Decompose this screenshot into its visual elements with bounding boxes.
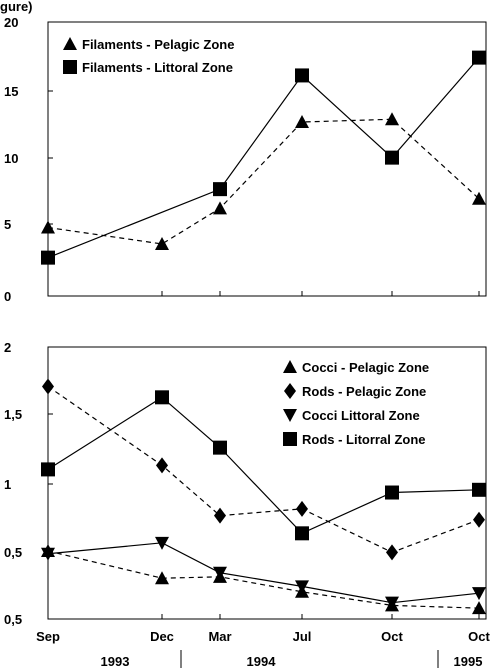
chart1-ytick-label-3: 15 (4, 84, 18, 99)
chart2-legend-marker-2 (283, 409, 297, 422)
chart2-legend-label-3: Rods - Litorral Zone (302, 432, 426, 447)
chart2-series (41, 378, 486, 615)
year-label-0: 1993 (101, 654, 130, 669)
x-tick-label-4: Oct (381, 629, 403, 644)
chart1-series-0-point-4 (385, 112, 399, 126)
chart2-series-2-point-2 (213, 566, 227, 580)
chart2-series-3-point-3 (295, 526, 309, 541)
chart2-legend: Cocci - Pelagic Zone Rods - Pelagic Zone C… (283, 360, 429, 447)
chart1-legend-marker-1 (63, 60, 77, 74)
chart1-series-0-point-0 (41, 220, 55, 234)
chart2-series-1-point-0 (42, 378, 54, 395)
chart2-series-2-point-3 (295, 580, 309, 594)
chart2-ytick-label-1: 0,5 (4, 545, 22, 560)
chart2-series-1-point-2 (214, 507, 226, 524)
chart2-y-axis: 0,5 0,5 1 1,5 2 (4, 340, 480, 627)
chart1-series-1-point-4 (385, 150, 399, 165)
chart2-series-3-point-0 (41, 462, 55, 477)
chart1-ytick-label-4: 20 (4, 15, 18, 30)
chart2-series-3-point-5 (472, 482, 486, 497)
chart2-series-1-line (47, 385, 480, 554)
chart2-series-3-line (47, 396, 480, 535)
chart2-ytick-label-3: 1,5 (4, 407, 22, 422)
chart1-series-1-point-5 (472, 50, 486, 65)
chart2-legend-marker-3 (283, 432, 297, 446)
chart1-frame (47, 21, 487, 297)
chart1-series-0-point-2 (213, 201, 227, 215)
chart2-series-3-point-2 (213, 440, 227, 455)
chart1-series-1-point-3 (295, 68, 309, 83)
x-tick-label-5: Oct (468, 629, 490, 644)
chart2-legend-marker-0 (283, 360, 297, 373)
chart1-legend-marker-0 (63, 37, 77, 50)
chart2-ytick-label-2: 1 (4, 477, 11, 492)
chart2-series-0-point-5 (472, 601, 486, 615)
chart1-legend-label-0: Filaments - Pelagic Zone (82, 37, 234, 52)
header-fragment: gure) (0, 0, 33, 14)
chart2-legend-label-2: Cocci Littoral Zone (302, 408, 420, 423)
x-tick-label-0: Sep (36, 629, 60, 644)
chart1-legend: Filaments - Pelagic Zone Filaments - Litt… (63, 37, 234, 75)
chart2-series-0-line (47, 550, 480, 609)
chart2-series-0-point-1 (155, 571, 169, 585)
chart1-series-0-point-1 (155, 236, 169, 250)
chart1-y-axis: 0 5 10 15 20 (4, 15, 480, 304)
x-tick-label-1: Dec (150, 629, 174, 644)
chart2-legend-marker-1 (284, 383, 296, 399)
chart2-series-2-point-5 (472, 587, 486, 601)
chart2-series-1-point-1 (156, 457, 168, 474)
chart1-series-1-line (47, 57, 480, 259)
chart2-series-2-point-1 (155, 536, 169, 550)
chart2-series-2-line (47, 542, 480, 604)
chart2-series-2-point-0 (41, 547, 55, 561)
year-label-2: 1995 (454, 654, 483, 669)
chart1-series-1-point-2 (213, 182, 227, 197)
chart1-series-0-line (47, 118, 480, 245)
x-tick-label-3: Jul (293, 629, 312, 644)
chart2-ytick-label-0: 0,5 (4, 612, 22, 627)
chart1-legend-label-1: Filaments - Littoral Zone (82, 60, 233, 75)
chart2-legend-label-0: Cocci - Pelagic Zone (302, 360, 429, 375)
chart2-ytick-label-4: 2 (4, 340, 11, 355)
year-label-1: 1994 (247, 654, 277, 669)
chart2-series-2-point-4 (385, 596, 399, 610)
cocci-rods-chart: 0,5 0,5 1 1,5 2 Cocci - Pelagic Zone Rods - P… (4, 340, 487, 627)
chart2-legend-label-1: Rods - Pelagic Zone (302, 384, 426, 399)
chart1-series (41, 50, 486, 265)
chart1-ytick-label-2: 10 (4, 151, 18, 166)
chart2-series-3-point-4 (385, 485, 399, 500)
x-tick-label-2: Mar (208, 629, 231, 644)
chart1-series-1-point-0 (41, 250, 55, 265)
chart1-series-0-point-3 (295, 115, 309, 129)
chart1-series-0-point-5 (472, 191, 486, 205)
chart1-ytick-label-0: 0 (4, 289, 11, 304)
chart2-series-1-point-4 (386, 544, 398, 561)
chart2-series-1-point-5 (473, 511, 485, 528)
chart2-series-1-point-3 (296, 500, 308, 517)
chart2-series-3-point-1 (155, 390, 169, 405)
chart1-ytick-label-1: 5 (4, 217, 11, 232)
x-axis: Sep Dec Mar Jul Oct Oct 1993 1994 1995 (36, 629, 490, 669)
